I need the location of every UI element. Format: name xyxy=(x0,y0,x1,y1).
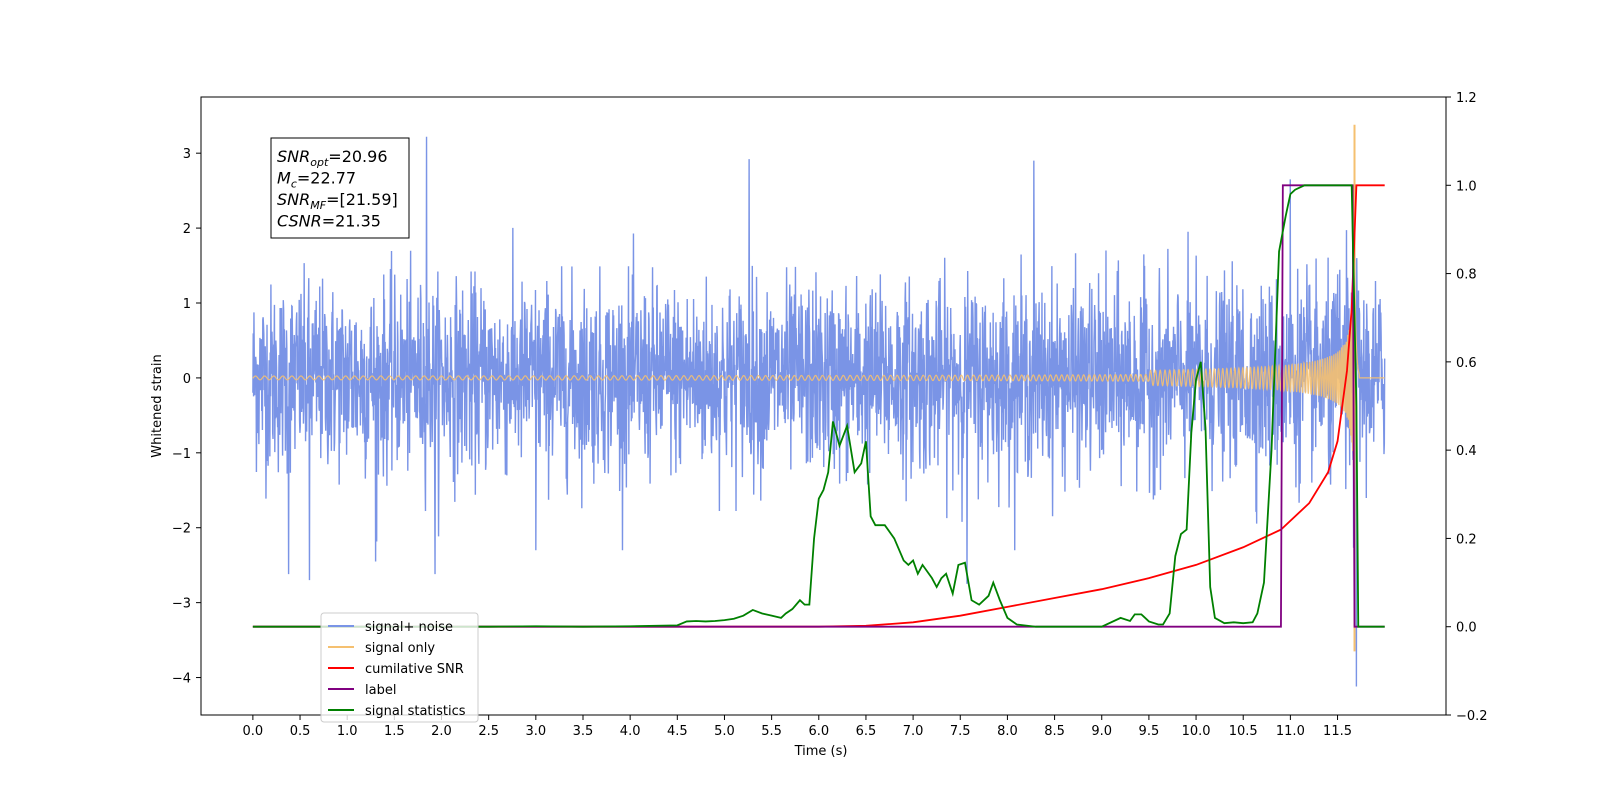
annotation-value: =[21.59] xyxy=(326,190,398,209)
x-tick-label: 2.5 xyxy=(478,724,499,739)
legend-label: signal+ noise xyxy=(365,620,453,635)
plot-frame xyxy=(200,96,1447,716)
y-tick-label: −3 xyxy=(172,597,191,612)
stats-annotation-box: SNRopt=20.96Mc=22.77SNRMF=[21.59]CSNR=21… xyxy=(270,137,410,239)
series-cumulative-snr xyxy=(252,184,1385,628)
legend: signal+ noise signal only cumilative SNR la… xyxy=(320,612,479,723)
legend-frame xyxy=(320,612,479,723)
annotation-line: CSNR=21.35 xyxy=(277,212,381,231)
x-axis-label: Time (s) xyxy=(794,744,848,759)
series-signal-statistics xyxy=(252,184,1385,628)
y-axis-label: Whitened strain xyxy=(150,354,165,457)
y2-tick-label: 0.4 xyxy=(1456,444,1477,459)
x-tick-label: 9.5 xyxy=(1139,724,1160,739)
y-axis-right: 1.2 1.0 0.8 0.6 0.4 0.2 0.0 −0.2 xyxy=(1446,91,1488,724)
annotation-line: SNRopt=20.96 xyxy=(277,147,388,169)
x-tick-label: 8.0 xyxy=(997,724,1018,739)
y-tick-label: 2 xyxy=(183,222,191,237)
y2-tick-label: 0.8 xyxy=(1456,268,1477,283)
y2-tick-label: 0.2 xyxy=(1456,532,1477,547)
x-tick-label: 2.0 xyxy=(431,724,452,739)
x-tick-label: 0.0 xyxy=(243,724,264,739)
y2-tick-label: 0.6 xyxy=(1456,356,1477,371)
x-tick-label: 11.5 xyxy=(1323,724,1352,739)
y-tick-label: −2 xyxy=(172,522,191,537)
y-tick-label: −1 xyxy=(172,447,191,462)
y-tick-label: 3 xyxy=(183,147,191,162)
x-tick-label: 6.0 xyxy=(808,724,829,739)
annotation-symbol: M xyxy=(277,169,291,188)
x-tick-label: 3.5 xyxy=(573,724,594,739)
annotation-value: =21.35 xyxy=(322,212,381,231)
annotation-value: =20.96 xyxy=(328,147,387,166)
series-signal-noise xyxy=(252,136,1386,687)
x-tick-label: 7.0 xyxy=(903,724,924,739)
legend-label: cumilative SNR xyxy=(365,662,464,677)
y2-tick-label: −0.2 xyxy=(1456,709,1488,724)
x-tick-label: 11.0 xyxy=(1276,724,1305,739)
x-tick-label: 9.0 xyxy=(1091,724,1112,739)
x-tick-label: 10.5 xyxy=(1229,724,1258,739)
x-tick-label: 6.5 xyxy=(856,724,877,739)
annotation-subscript: c xyxy=(291,178,297,191)
x-tick-label: 4.5 xyxy=(667,724,688,739)
x-tick-label: 0.5 xyxy=(290,724,311,739)
y-tick-label: 0 xyxy=(183,372,191,387)
y-tick-label: −4 xyxy=(172,672,191,687)
legend-label: label xyxy=(365,683,396,698)
x-tick-label: 3.0 xyxy=(525,724,546,739)
annotation-symbol: SNR xyxy=(277,190,310,209)
annotation-symbol: SNR xyxy=(277,147,310,166)
x-tick-label: 1.0 xyxy=(337,724,358,739)
annotation-value: =22.77 xyxy=(297,169,356,188)
y2-tick-label: 1.2 xyxy=(1456,91,1477,106)
annotation-symbol: CSNR xyxy=(277,212,322,231)
legend-label: signal only xyxy=(365,641,435,656)
x-tick-label: 8.5 xyxy=(1044,724,1065,739)
x-tick-label: 7.5 xyxy=(950,724,971,739)
x-tick-label: 4.0 xyxy=(620,724,641,739)
x-axis: 0.0 0.5 1.0 1.5 2.0 2.5 3.0 3.5 4.0 4.5 5.0 5.5 6.0 6… xyxy=(243,715,1352,739)
y2-tick-label: 0.0 xyxy=(1456,621,1477,636)
y-tick-label: 1 xyxy=(183,297,191,312)
x-tick-label: 5.5 xyxy=(761,724,782,739)
y-axis-left: 3 2 1 0 −1 −2 −3 −4 xyxy=(172,147,201,687)
annotation-line: Mc=22.77 xyxy=(277,169,356,191)
annotation-frame xyxy=(270,137,410,239)
annotation-subscript: opt xyxy=(310,156,329,169)
x-tick-label: 1.5 xyxy=(384,724,405,739)
y2-tick-label: 1.0 xyxy=(1456,179,1477,194)
x-tick-label: 5.0 xyxy=(714,724,735,739)
legend-label: signal statistics xyxy=(365,704,466,719)
x-tick-label: 10.0 xyxy=(1182,724,1211,739)
data-layer xyxy=(252,124,1386,687)
annotation-subscript: MF xyxy=(310,199,326,212)
annotation-line: SNRMF=[21.59] xyxy=(277,190,398,212)
